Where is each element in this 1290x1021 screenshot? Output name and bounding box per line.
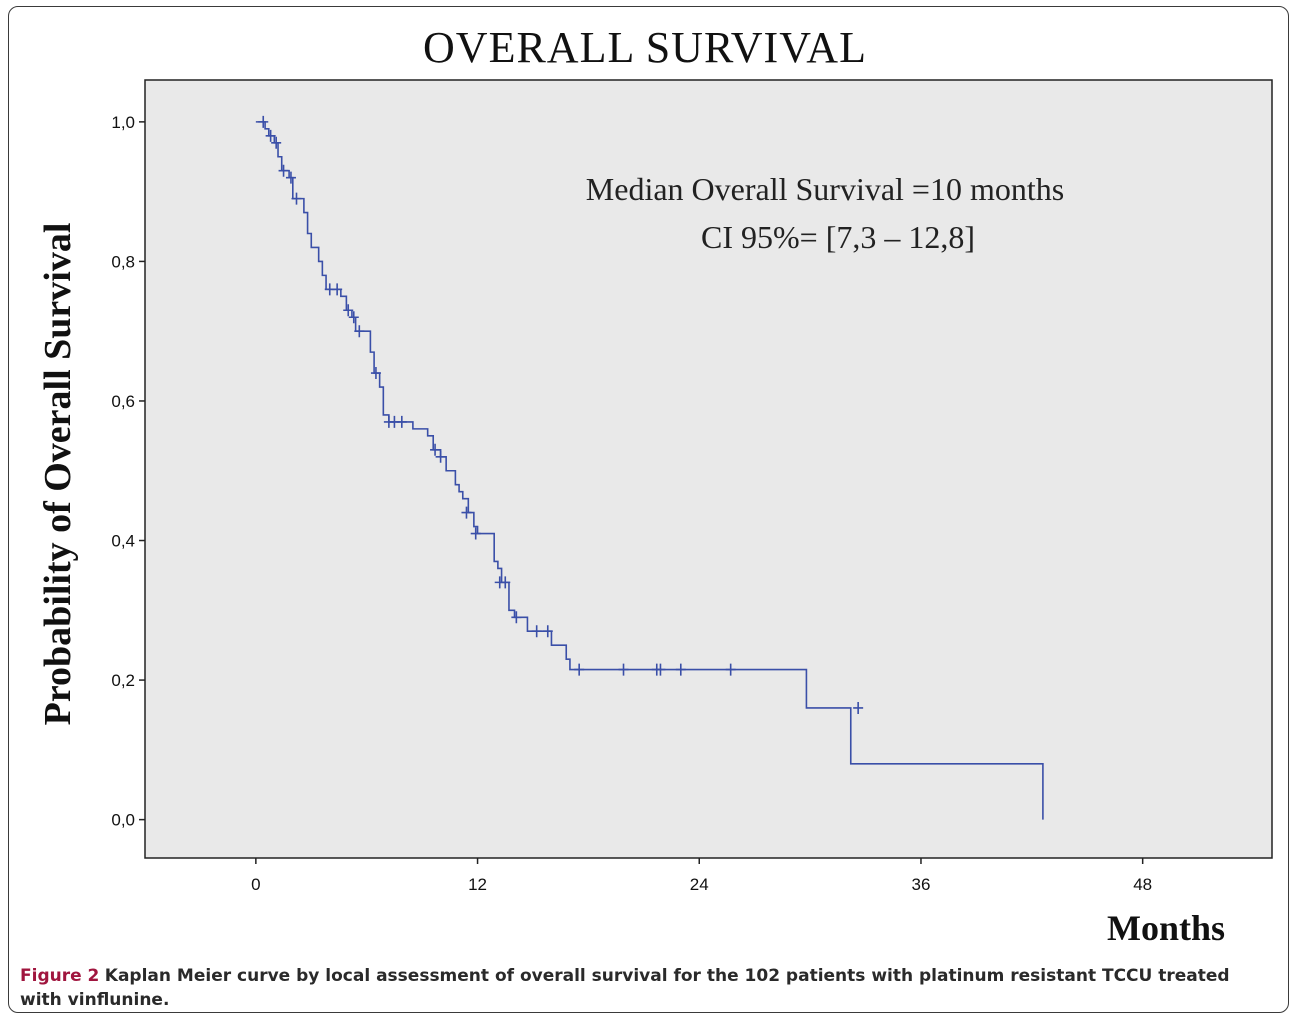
survival-step-line	[255, 121, 1044, 820]
censor-mark	[542, 625, 553, 638]
censor-mark	[725, 663, 736, 676]
x-tick-label: 48	[1133, 875, 1152, 894]
median-annotation: Median Overall Survival =10 months	[586, 171, 1064, 207]
censor-mark	[265, 129, 276, 142]
y-tick-label: 1,0	[111, 113, 135, 132]
censor-mark	[285, 171, 296, 184]
x-axis-label: Months	[1107, 908, 1225, 948]
x-tick-label: 0	[251, 875, 260, 894]
censor-mark	[396, 415, 407, 428]
censor-mark	[348, 311, 359, 324]
censor-marks	[258, 115, 864, 714]
survival-curve	[255, 121, 1044, 820]
chart-title: OVERALL SURVIVAL	[423, 23, 867, 72]
censor-mark	[291, 192, 302, 205]
censor-mark	[511, 611, 522, 624]
censor-mark	[618, 663, 629, 676]
censor-mark	[370, 367, 381, 380]
plot-area	[144, 79, 1273, 859]
censor-mark	[430, 443, 441, 456]
y-tick-label: 0,8	[111, 252, 135, 271]
censor-mark	[354, 325, 365, 338]
censor-mark	[258, 115, 269, 128]
censor-mark	[574, 663, 585, 676]
censor-mark	[343, 304, 354, 317]
x-tick-label: 36	[912, 875, 931, 894]
censor-mark	[655, 663, 666, 676]
censor-mark	[271, 136, 282, 149]
censor-mark	[853, 701, 864, 714]
y-tick-label: 0,2	[111, 671, 135, 690]
axes: 0,0 0,2 0,4 0,6 0,8 1,0 0 12 24 36 48	[111, 113, 1152, 894]
caption-text: Kaplan Meier curve by local assessment o…	[20, 966, 1230, 1010]
y-tick-label: 0,4	[111, 532, 135, 551]
censor-mark	[278, 164, 289, 177]
y-tick-label: 0,6	[111, 392, 135, 411]
censor-mark	[675, 663, 686, 676]
censor-mark	[461, 506, 472, 519]
censor-mark	[531, 625, 542, 638]
y-axis-label: Probability of Overall Survival	[37, 223, 79, 726]
censor-mark	[332, 283, 343, 296]
ci-annotation: CI 95%= [7,3 – 12,8]	[701, 219, 975, 255]
censor-mark	[470, 527, 481, 540]
censor-mark	[500, 576, 511, 589]
censor-mark	[435, 450, 446, 463]
caption-label: Figure 2	[20, 966, 100, 986]
x-tick-label: 24	[690, 875, 709, 894]
figure-caption: Figure 2 Kaplan Meier curve by local ass…	[20, 964, 1270, 1012]
y-tick-label: 0,0	[111, 811, 135, 830]
x-tick-label: 12	[468, 875, 487, 894]
